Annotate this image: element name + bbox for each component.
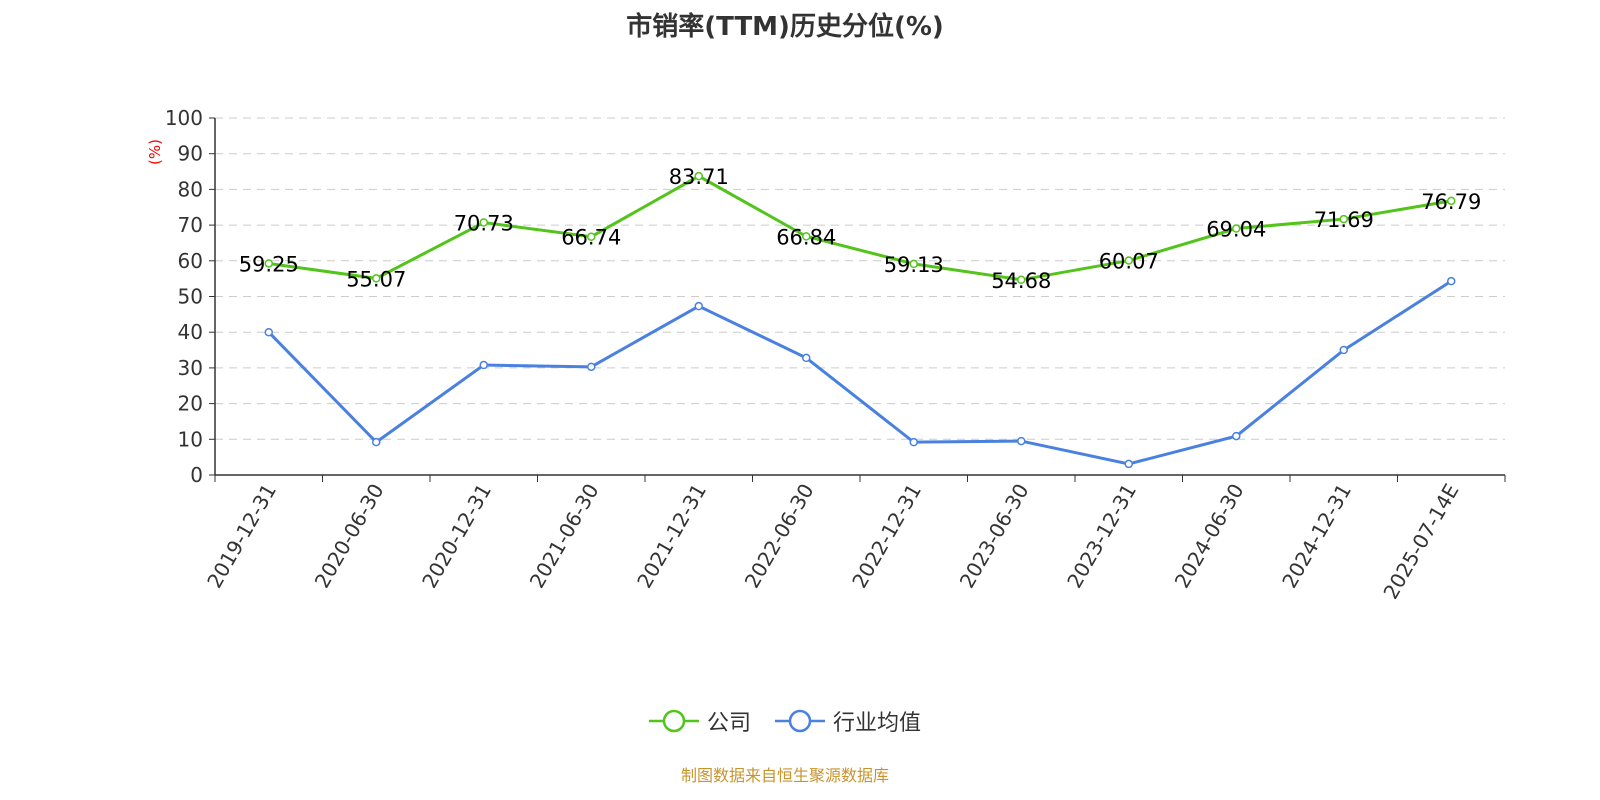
data-point [694,301,703,311]
data-point [1447,196,1456,206]
chart-title: 市销率(TTM)历史分位(%) [626,12,944,42]
data-label: 55.07 [346,267,406,291]
data-point [802,232,811,241]
x-tick-label: 2022-12-31 [847,480,926,593]
data-point [372,274,381,283]
x-tick-label: 2021-12-31 [632,480,711,593]
data-point [1232,224,1241,233]
y-tick-label: 70 [178,213,203,237]
legend-label: 公司 [706,711,751,736]
data-point [1124,459,1133,469]
data-label: 59.13 [884,253,944,277]
y-tick-label: 10 [178,427,203,451]
y-axis-label: (%) [146,139,164,165]
data-point [1124,256,1133,265]
data-point [909,437,918,447]
data-point [587,232,596,241]
legend-marker-icon [648,709,699,733]
y-tick-label: 20 [178,392,203,416]
data-label: 59.25 [239,252,299,276]
x-tick-label: 2019-12-31 [202,480,281,593]
y-tick-label: 90 [178,142,203,166]
data-point [479,218,488,227]
data-label: 66.74 [561,226,621,250]
data-point [479,360,488,370]
data-point [1339,214,1348,224]
y-tick-label: 30 [178,356,203,380]
data-label: 54.68 [991,269,1051,293]
source-note: 制图数据来自恒生聚源数据库 [680,766,889,785]
x-tick-label: 2020-12-31 [417,480,496,593]
data-label: 60.07 [1099,250,1159,274]
data-label: 83.71 [669,165,729,189]
legend-label: 行业均值 [833,711,922,736]
legend-item[interactable]: 公司 [648,705,751,737]
data-point [1017,275,1026,285]
series-line [267,279,1453,466]
y-tick-label: 50 [178,285,203,309]
data-point [1447,276,1456,286]
data-point [372,437,381,447]
y-tick-label: 100 [165,106,203,130]
y-tick-label: 40 [178,320,203,344]
series-line [268,174,1452,282]
y-tick-label: 60 [178,249,203,273]
x-tick-label: 2022-06-30 [740,480,819,593]
x-tick-label: 2020-06-30 [310,480,389,593]
legend-marker-icon [775,709,825,733]
legend: 公司 行业均值 [0,705,1570,737]
x-tick-label: 2021-06-30 [525,480,604,593]
data-label: 76.79 [1421,190,1481,214]
data-point [802,353,811,363]
data-point [909,259,918,269]
legend-item[interactable]: 行业均值 [775,705,921,737]
x-tick-label: 2024-06-30 [1170,480,1249,593]
x-tick-label: 2023-12-31 [1062,480,1141,593]
data-point [264,327,273,337]
x-tick-label: 2024-12-31 [1277,480,1356,593]
y-tick-label: 80 [178,177,203,201]
data-label: 71.69 [1314,208,1374,232]
x-tick-label: 2023-06-30 [955,480,1034,593]
data-point [1232,431,1241,441]
data-point [587,362,596,372]
data-point [264,259,273,268]
data-point [694,171,703,181]
data-label: 69.04 [1206,218,1266,242]
data-point [1017,436,1026,446]
data-label: 70.73 [454,211,514,235]
data-point [1339,345,1348,355]
y-tick-label: 0 [190,463,203,487]
data-label: 66.84 [776,225,836,249]
x-tick-label: 2025-07-14E [1378,480,1463,604]
